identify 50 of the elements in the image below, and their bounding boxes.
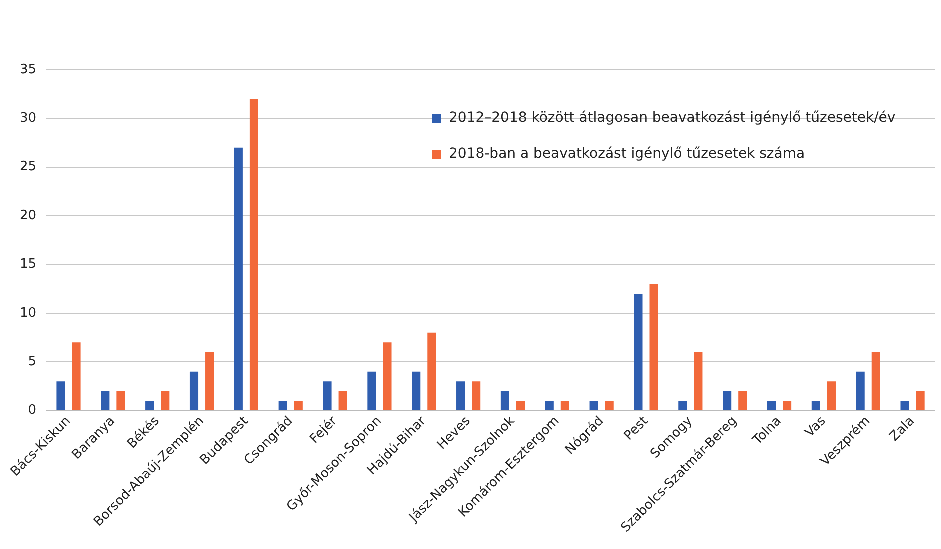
- bar: [323, 382, 332, 410]
- y-tick-label: 20: [20, 208, 37, 224]
- y-tick-label: 30: [20, 111, 37, 126]
- bar: [500, 391, 510, 410]
- bar: [590, 401, 598, 410]
- bar: [146, 401, 154, 410]
- bar: [812, 401, 820, 410]
- bar: [101, 391, 110, 410]
- bar: [872, 352, 880, 410]
- y-tick-label: 25: [20, 160, 37, 175]
- bar: [161, 391, 170, 410]
- bar: [516, 401, 526, 410]
- bar: [783, 401, 792, 410]
- bar: [250, 99, 258, 410]
- bar: [116, 391, 126, 410]
- bar: [650, 284, 658, 410]
- bar: [190, 372, 199, 410]
- y-tick-label: 0: [28, 403, 37, 418]
- bar: [605, 401, 614, 410]
- bar: [338, 391, 348, 410]
- bar: [428, 332, 436, 410]
- bar: [456, 382, 466, 410]
- bar: [827, 382, 836, 410]
- bar: [856, 372, 865, 410]
- bar: [294, 401, 303, 410]
- bar: [412, 372, 421, 410]
- bar: [368, 372, 376, 410]
- bar: [545, 401, 554, 410]
- bar: [767, 401, 776, 410]
- y-tick-label: 5: [28, 354, 37, 370]
- bar: [916, 391, 925, 410]
- bar: [383, 342, 392, 410]
- bar: [634, 294, 643, 410]
- bar: [560, 401, 570, 410]
- y-tick-label: 35: [20, 62, 37, 78]
- bar: [278, 401, 288, 410]
- bar: [234, 148, 243, 410]
- bar: [72, 342, 81, 410]
- bar: [738, 391, 748, 410]
- y-tick-label: 15: [20, 257, 37, 272]
- bar: [206, 352, 214, 410]
- bar: [723, 391, 732, 410]
- bar: [694, 352, 703, 410]
- bar: [472, 382, 481, 410]
- legend-label: 2012–2018 között átlagosan beavatkozást igénylő tűzesetek/év: [449, 110, 896, 126]
- bar: [900, 401, 910, 410]
- y-tick-label: 10: [20, 306, 37, 321]
- bar: [678, 401, 688, 410]
- legend-label: 2018-ban a beavatkozást igénylő tűzesetek száma: [449, 146, 806, 162]
- bar: [56, 382, 66, 410]
